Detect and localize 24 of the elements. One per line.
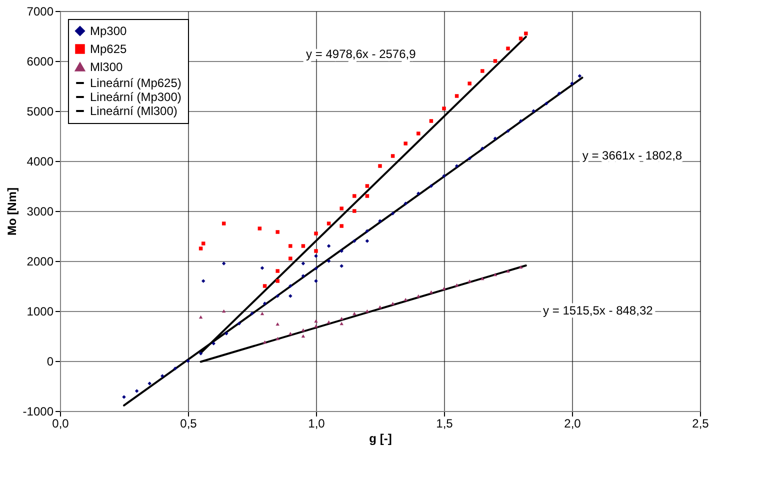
legend-label: Lineární (Ml300) [90,104,178,118]
x-axis-title: g [-] [369,432,392,446]
legend-label: Mp625 [90,42,128,56]
legend-label: Mp300 [90,24,128,38]
legend-label: Ml300 [90,60,124,74]
legend-label: Lineární (Mp625) [90,76,182,90]
y-tick-label: 7000 [26,4,54,18]
x-tick-label: 2,5 [692,416,710,430]
y-tick-label: 4000 [26,154,54,168]
y-tick-label: 6000 [26,54,54,68]
y-tick-label: 0 [46,354,54,368]
legend-label: Lineární (Mp300) [90,90,182,104]
x-tick-label: 0,5 [180,416,198,430]
y-tick-label: 5000 [26,104,54,118]
y-tick-label: 2000 [26,254,54,268]
x-tick-label: 1,5 [436,416,454,430]
x-tick-label: 2,0 [564,416,582,430]
x-tick-label: 0,0 [52,416,70,430]
y-tick-label: -1000 [22,404,54,418]
y-tick-label: 1000 [26,304,54,318]
annotation: y = 3661x - 1802,8 [582,148,682,163]
y-axis-title: Mo [Nm] [4,188,19,236]
y-tick-label: 3000 [26,204,54,218]
x-tick-label: 1,0 [308,416,326,430]
